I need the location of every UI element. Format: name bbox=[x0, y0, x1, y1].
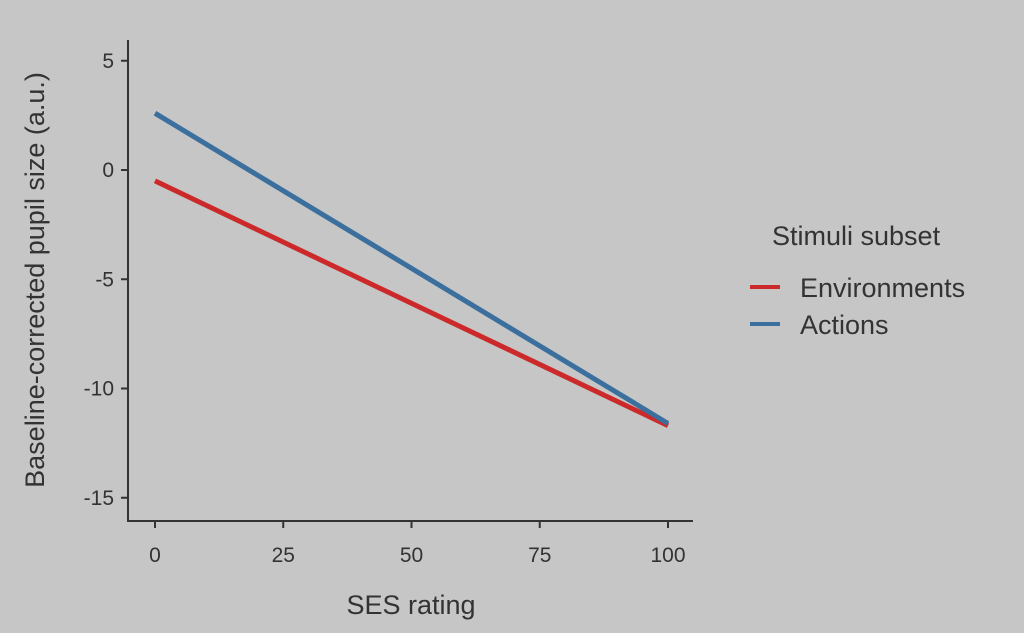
legend-label-environments: Environments bbox=[800, 273, 965, 303]
series-line-environments bbox=[153, 178, 670, 428]
x-tick-label: 100 bbox=[650, 544, 685, 567]
legend: Environments Actions bbox=[750, 273, 965, 340]
y-tick-label: 0 bbox=[102, 159, 114, 182]
x-tick-label: 50 bbox=[400, 544, 423, 567]
series-line-actions bbox=[153, 111, 670, 426]
axes: 50-5-10-150 25 50 75 100 bbox=[84, 40, 693, 567]
y-tick-label: -5 bbox=[95, 268, 114, 291]
x-tick-label: 75 bbox=[528, 544, 551, 567]
y-tick-label: -15 bbox=[84, 487, 114, 510]
legend-label-actions: Actions bbox=[800, 310, 889, 340]
y-tick-label: -10 bbox=[84, 378, 114, 401]
legend-title: Stimuli subset bbox=[772, 221, 941, 251]
y-tick-label: 5 bbox=[102, 50, 114, 73]
y-axis-label: Baseline-corrected pupil size (a.u.) bbox=[20, 72, 50, 488]
x-tick-label: 25 bbox=[272, 544, 295, 567]
x-axis-label: SES rating bbox=[346, 590, 475, 620]
series-lines bbox=[153, 111, 670, 428]
x-tick-label: 0 bbox=[149, 544, 161, 567]
